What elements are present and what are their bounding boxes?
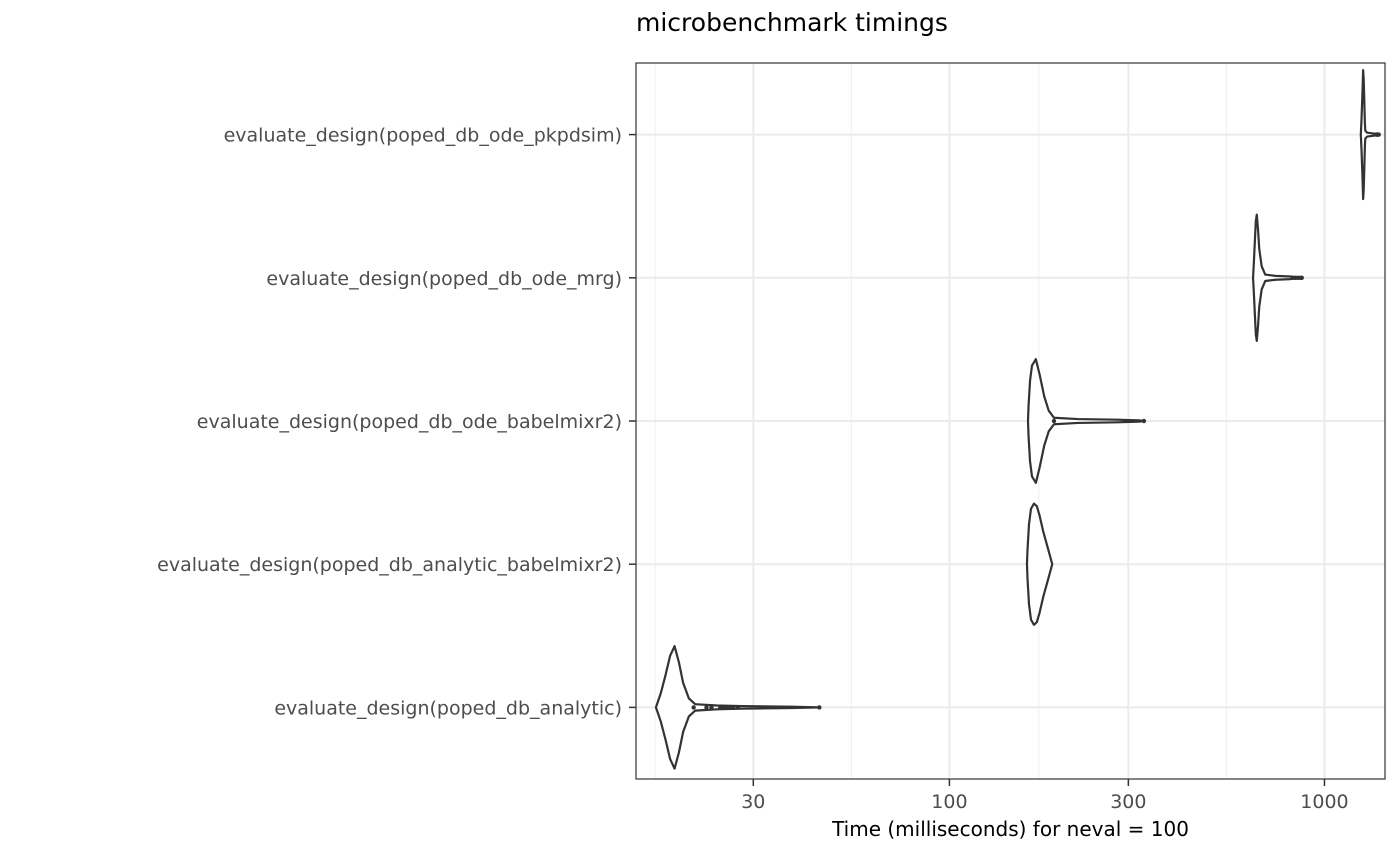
outlier-point [1290,275,1295,280]
outlier-point [1141,418,1147,424]
outlier-point [691,705,696,710]
y-tick-label: evaluate_design(poped_db_ode_pkpdsim) [224,125,622,147]
outlier-point [727,705,732,710]
outlier-point [817,705,822,710]
outlier-point [735,705,741,710]
violins [654,69,1381,770]
outlier-point [704,705,709,710]
x-tick-label: 100 [931,791,967,813]
x-axis: 30 100 300 1000 [741,779,1349,813]
y-tick-label: evaluate_design(poped_db_ode_mrg) [266,268,622,290]
outlier-point [718,705,723,710]
grid-major [636,63,1385,779]
x-tick-label: 30 [741,791,765,813]
outlier-point [1051,418,1057,424]
outlier-point [1376,132,1381,137]
violin-shape [1025,502,1054,626]
y-tick-label: evaluate_design(poped_db_analytic) [274,697,622,719]
outlier-point [730,705,736,710]
violin-shape [1026,358,1145,484]
x-tick-label: 1000 [1300,791,1348,813]
outlier-point [709,705,714,710]
x-axis-label: Time (milliseconds) for neval = 100 [832,817,1189,841]
chart-title: microbenchmark timings [636,8,948,37]
x-tick-label: 300 [1110,791,1146,813]
outlier-point [1299,275,1304,280]
outlier-point [723,705,729,710]
y-tick-label: evaluate_design(poped_db_analytic_babelm… [157,554,622,576]
y-axis: evaluate_design(poped_db_ode_pkpdsim)eva… [157,125,636,719]
y-tick-label: evaluate_design(poped_db_ode_babelmixr2) [197,411,622,433]
